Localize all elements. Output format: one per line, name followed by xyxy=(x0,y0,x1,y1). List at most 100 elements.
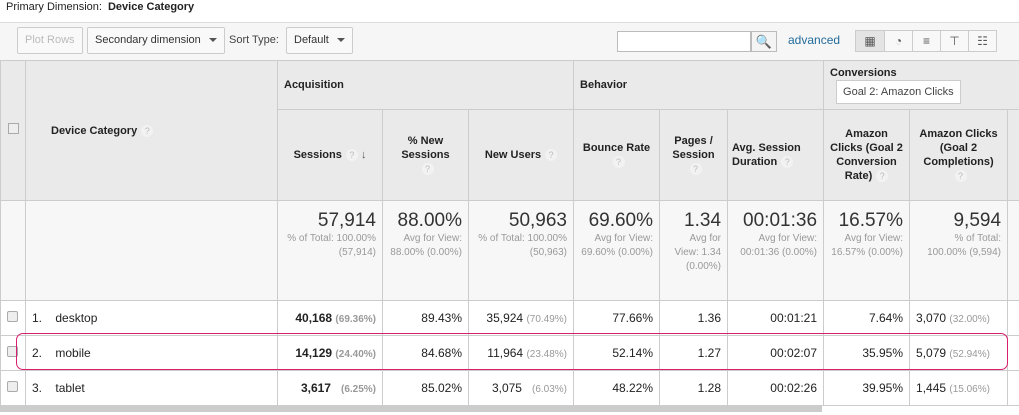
completions-cell: 1,445 (15.06%) xyxy=(909,370,1009,406)
help-icon[interactable]: ? xyxy=(421,163,434,175)
bar-icon[interactable]: ≡ xyxy=(912,31,940,51)
total-sessions: 57,914% of Total: 100.00% (57,914) xyxy=(277,200,383,301)
help-icon[interactable]: ? xyxy=(345,149,358,161)
completions-pct: (32.00%) xyxy=(949,314,990,325)
conversions-label: Conversions xyxy=(830,67,897,79)
view-switcher: ▦ ◔ ≡ ⊤ ☷ xyxy=(855,30,997,52)
truncated-cell xyxy=(1007,335,1019,371)
help-icon[interactable]: ? xyxy=(954,170,967,182)
primary-dimension-value[interactable]: Device Category xyxy=(107,1,195,13)
new-users-value: 11,964 xyxy=(487,346,524,360)
select-all-cell xyxy=(0,60,26,201)
help-icon[interactable]: ? xyxy=(612,156,625,168)
horizontal-scrollbar[interactable] xyxy=(0,406,822,412)
bounce-rate-header[interactable]: Bounce Rate? xyxy=(573,109,661,201)
duration-cell: 00:01:21 xyxy=(727,300,825,336)
new-sessions-cell: 85.02% xyxy=(382,370,469,406)
total-value: 50,963 xyxy=(508,210,568,231)
row-index: 3. xyxy=(32,381,43,395)
behavior-group: Behavior xyxy=(573,60,825,110)
conversion-rate-header[interactable]: Amazon Clicks (Goal 2 Conversion Rate)? xyxy=(823,109,911,201)
completions-cell: 3,070 (32.00%) xyxy=(909,300,1009,336)
primary-dimension: Primary Dimension: Device Category xyxy=(6,1,194,13)
search-input[interactable] xyxy=(617,31,751,52)
pages-cell: 1.28 xyxy=(659,370,729,406)
advanced-link[interactable]: advanced xyxy=(788,33,841,47)
new-sessions-header[interactable]: % New Sessions? xyxy=(382,109,469,201)
search-button[interactable]: 🔍 xyxy=(751,31,777,52)
totals-row: 57,914% of Total: 100.00% (57,914) 88.00… xyxy=(0,200,1019,301)
help-icon[interactable]: ? xyxy=(141,124,154,137)
table-row: 2. mobile 14,129 (24.40%) 84.68% 11,964 … xyxy=(0,335,1019,371)
total-sub: % of Total: 100.00% (9,594) xyxy=(927,233,1002,258)
pie-icon[interactable]: ◔ xyxy=(884,31,912,51)
row-checkbox-cell xyxy=(0,335,26,371)
help-icon[interactable]: ? xyxy=(876,170,889,182)
secondary-dimension-dropdown[interactable]: Secondary dimension xyxy=(87,27,225,54)
bounce-cell: 77.66% xyxy=(573,300,661,336)
sessions-pct: (24.40%) xyxy=(335,349,376,360)
device-link[interactable]: desktop xyxy=(55,311,98,325)
conv-rate-cell: 39.95% xyxy=(823,370,911,406)
sessions-pct: (6.25%) xyxy=(340,384,376,395)
primary-dimension-label: Primary Dimension: xyxy=(6,1,102,13)
total-value: 1.34 xyxy=(684,210,722,231)
total-value: 00:01:36 xyxy=(743,210,818,231)
device-category-header[interactable]: Device Category? xyxy=(25,60,278,201)
new-users-label: New Users xyxy=(484,149,542,161)
totals-empty xyxy=(0,200,26,301)
total-sub: Avg for View: 88.00% (0.00%) xyxy=(390,233,462,258)
sessions-cell: 14,129 (24.40%) xyxy=(277,335,383,371)
sessions-cell: 40,168 (69.36%) xyxy=(277,300,383,336)
bounce-cell: 48.22% xyxy=(573,370,661,406)
sort-type-label: Sort Type: xyxy=(229,34,279,46)
total-sub: Avg for View: 16.57% (0.00%) xyxy=(831,233,904,258)
row-checkbox-cell xyxy=(0,370,26,406)
table-row: 1. desktop 40,168 (69.36%) 89.43% 35,924… xyxy=(0,300,1019,336)
device-cell: 2. mobile xyxy=(25,335,278,371)
secondary-dimension-label: Secondary dimension xyxy=(95,34,201,46)
device-link[interactable]: mobile xyxy=(55,346,91,360)
sessions-value: 40,168 xyxy=(295,311,333,325)
completions-label: Amazon Clicks (Goal 2 Completions) xyxy=(919,128,998,168)
chevron-down-icon xyxy=(336,38,345,43)
row-checkbox[interactable] xyxy=(7,346,18,357)
avg-duration-header[interactable]: Avg. Session Duration? xyxy=(727,109,825,201)
comparison-icon[interactable]: ⊤ xyxy=(940,31,968,51)
select-all-checkbox[interactable] xyxy=(7,123,19,134)
new-users-header[interactable]: New Users? xyxy=(467,109,575,201)
pivot-icon[interactable]: ☷ xyxy=(968,31,996,51)
pages-session-header[interactable]: Pages / Session? xyxy=(659,109,729,201)
duration-cell: 00:02:07 xyxy=(727,335,825,371)
total-pages: 1.34 Avg for View: 1.34 (0.00%) xyxy=(659,200,729,301)
new-sessions-label: % New Sessions xyxy=(401,135,450,161)
completions-value: 3,070 xyxy=(916,311,947,325)
row-checkbox[interactable] xyxy=(7,381,18,392)
totals-empty xyxy=(25,200,278,301)
row-index: 2. xyxy=(32,346,43,360)
conv-rate-cell: 35.95% xyxy=(823,335,911,371)
total-completions: 9,594% of Total: 100.00% (9,594) xyxy=(909,200,1009,301)
help-icon[interactable]: ? xyxy=(781,156,794,168)
toolbar: Plot Rows Secondary dimension Sort Type:… xyxy=(0,22,1019,60)
goal-select[interactable]: Goal 2: Amazon Clicks xyxy=(836,80,961,104)
new-users-value: 35,924 xyxy=(486,311,524,325)
help-icon[interactable]: ? xyxy=(545,149,558,161)
completions-header[interactable]: Amazon Clicks (Goal 2 Completions)? xyxy=(909,109,1009,201)
sort-type-dropdown[interactable]: Default xyxy=(286,27,353,54)
totals-empty xyxy=(1007,200,1019,301)
sessions-header[interactable]: Sessions? ↓ xyxy=(277,109,383,201)
row-checkbox[interactable] xyxy=(7,311,18,322)
table-icon[interactable]: ▦ xyxy=(856,31,884,51)
row-checkbox-cell xyxy=(0,300,26,336)
table-row: 3. tablet 3,617 (6.25%) 85.02% 3,075 (6.… xyxy=(0,370,1019,406)
chevron-down-icon xyxy=(208,38,217,43)
plot-rows-button[interactable]: Plot Rows xyxy=(17,27,83,54)
pages-cell: 1.27 xyxy=(659,335,729,371)
total-value: 88.00% xyxy=(397,210,462,231)
new-users-pct: (70.49%) xyxy=(526,314,568,325)
total-new-sessions: 88.00% Avg for View: 88.00% (0.00%) xyxy=(382,200,469,301)
conversions-group: ConversionsGoal 2: Amazon Clicks xyxy=(823,60,1019,110)
device-link[interactable]: tablet xyxy=(55,381,85,395)
help-icon[interactable]: ? xyxy=(689,163,702,175)
